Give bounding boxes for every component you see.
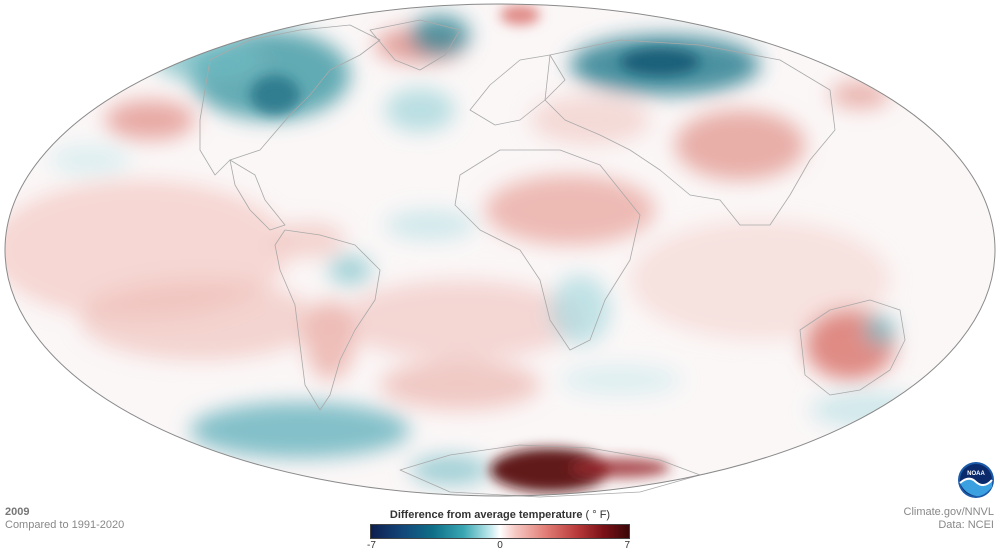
legend-title: Difference from average temperature (389, 509, 583, 521)
south-america-outline (274, 229, 381, 411)
source-data: Data: NCEI (938, 519, 994, 531)
world-map (4, 3, 996, 498)
central-america-outline (229, 159, 286, 231)
noaa-logo-icon: NOAA (958, 462, 994, 498)
europe-outline (469, 54, 566, 126)
globe-border (4, 3, 996, 497)
legend-min-label: -7 (367, 540, 376, 551)
legend-ticks: -7 0 7 (367, 539, 630, 551)
africa-outline (454, 149, 641, 351)
legend-color-bar (370, 524, 630, 539)
asia-outline (544, 39, 836, 226)
australia-outline (799, 299, 906, 396)
color-legend: Difference from average temperature ( ° … (367, 509, 630, 551)
legend-title-row: Difference from average temperature ( ° … (370, 509, 630, 521)
temperature-anomaly-map (4, 3, 996, 498)
source-site: Climate.gov/NNVL (903, 506, 994, 518)
continent-outlines (199, 19, 906, 498)
north-america-outline (199, 24, 381, 176)
logo-text: NOAA (967, 471, 985, 477)
comparison-period: Compared to 1991-2020 (5, 519, 125, 531)
source-credits: Climate.gov/NNVL Data: NCEI (904, 506, 994, 532)
map-year: 2009 (5, 506, 30, 518)
map-caption: 2009 Compared to 1991-2020 (5, 506, 124, 532)
antarctica-outline (399, 444, 701, 498)
legend-unit: ( ° F) (585, 509, 611, 521)
legend-mid-label: 0 (497, 540, 503, 551)
legend-max-label: 7 (624, 540, 630, 551)
greenland-outline (369, 19, 461, 71)
